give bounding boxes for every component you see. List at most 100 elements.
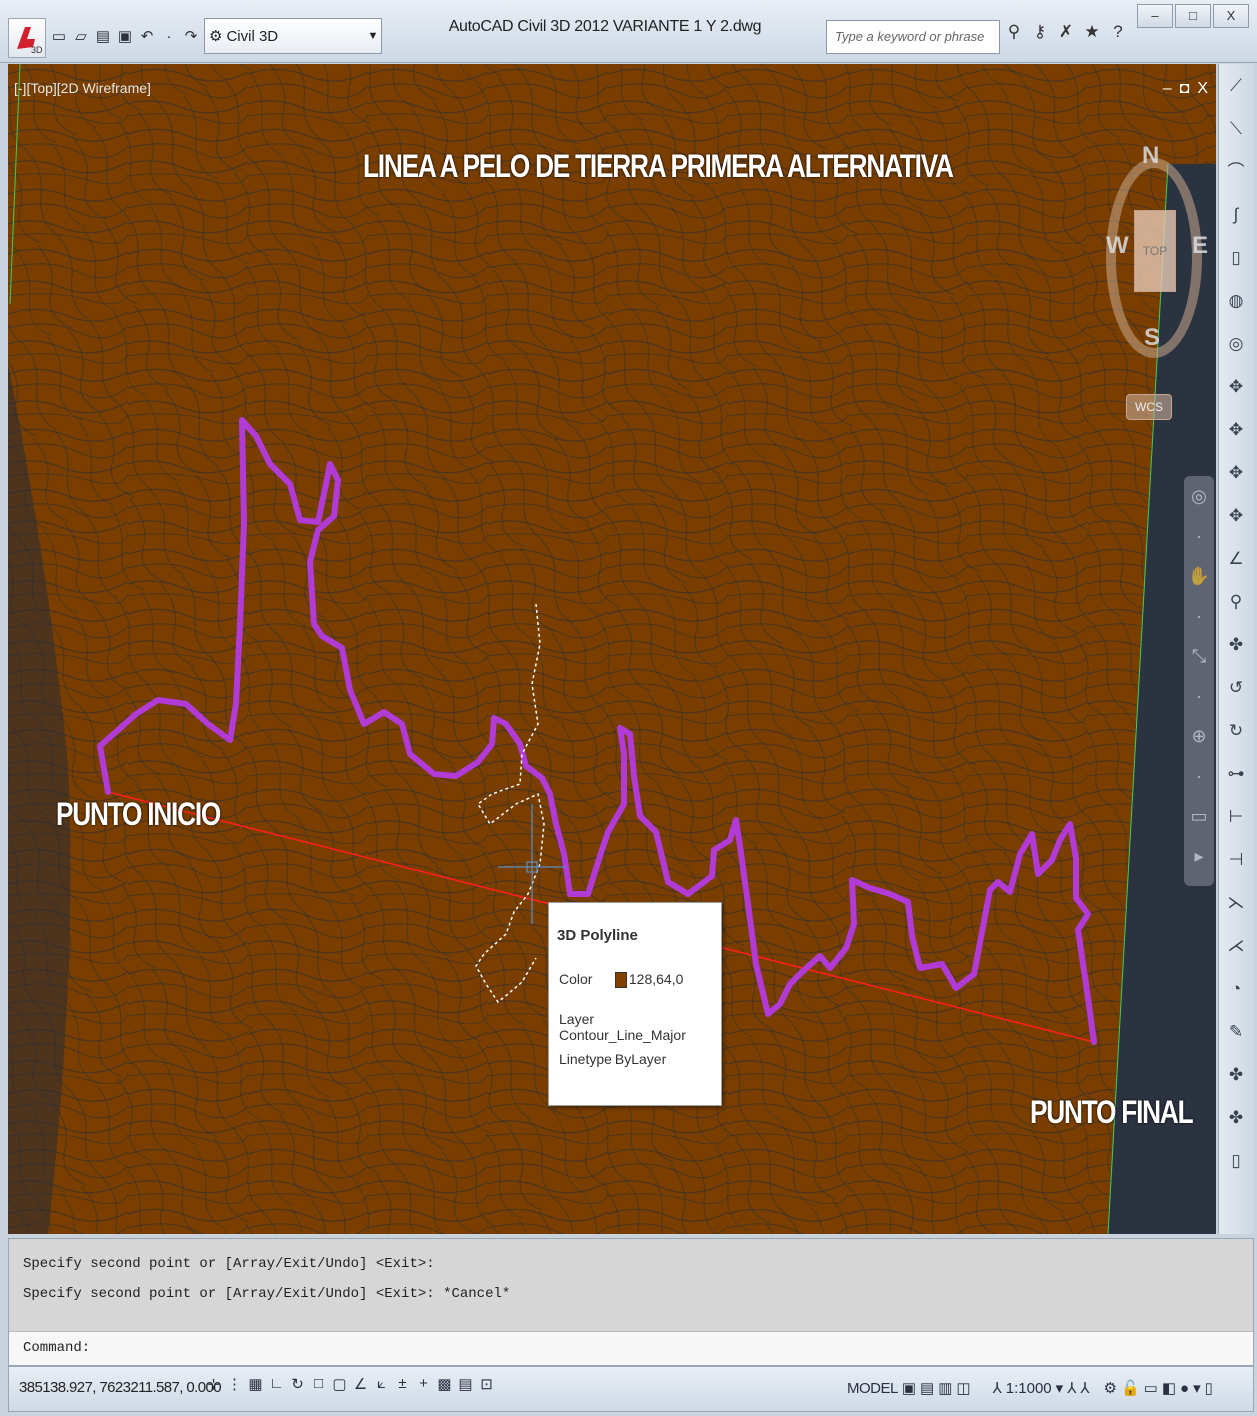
orbit-icon[interactable]: ⊕ (1191, 726, 1207, 746)
application-menu-button[interactable]: 3D (8, 18, 46, 58)
coordinates-readout[interactable]: 385138.927, 7623211.587, 0.000 (19, 1379, 222, 1396)
pan-icon[interactable]: ✋ (1187, 566, 1211, 586)
grid-icon[interactable]: ▦ (248, 1376, 263, 1393)
ducs-icon[interactable]: ⟀ (377, 1375, 386, 1392)
steering-wheel-icon[interactable]: ◎ (1191, 486, 1207, 506)
bulb-icon[interactable]: ● (1180, 1380, 1190, 1397)
compass-east[interactable]: E (1192, 232, 1209, 259)
dyn-icon[interactable]: ± (398, 1375, 407, 1392)
star-icon[interactable]: ★ (1084, 22, 1100, 41)
minimize-button[interactable]: – (1137, 4, 1173, 28)
pin-icon[interactable]: ⚲ (1229, 592, 1243, 611)
line-icon[interactable]: ⋋ (1227, 893, 1245, 912)
isolate-objects-icon[interactable]: ◧ (1161, 1380, 1177, 1397)
undo-dropdown-icon[interactable]: · (166, 27, 172, 45)
status-menu-icon[interactable]: ▾ (1193, 1380, 1201, 1397)
angle-icon[interactable]: ∠ (1228, 549, 1244, 568)
viewcube-top-face[interactable]: TOP (1134, 210, 1176, 292)
brush-icon[interactable]: ✎ (1228, 1022, 1244, 1041)
nav-settings-icon[interactable]: ▸ (1194, 846, 1204, 866)
spline-icon[interactable]: ∫ (1233, 205, 1239, 224)
tangent-icon[interactable]: ⊶ (1227, 764, 1245, 783)
arc-icon[interactable]: ⌒ (1227, 162, 1245, 181)
svg-text:3D: 3D (31, 45, 43, 55)
node-icon[interactable]: ✤ (1228, 1065, 1244, 1084)
clean-screen-icon[interactable]: ▯ (1204, 1380, 1213, 1397)
snap-icon[interactable]: ✥ (1228, 506, 1244, 525)
line-icon[interactable]: ⊣ (1228, 850, 1244, 869)
globe-icon[interactable]: ◍ (1228, 291, 1244, 310)
search-input[interactable]: Type a keyword or phrase (826, 20, 1000, 54)
open-icon[interactable]: ▱ (75, 28, 87, 45)
showmotion-icon[interactable]: ▭ (1190, 806, 1208, 826)
pan-icon[interactable]: ◫ (956, 1380, 971, 1397)
line-icon[interactable]: ⋌ (1227, 936, 1245, 955)
undo-icon[interactable]: ↶ (140, 28, 154, 45)
polyline-icon[interactable]: ⟋ (1230, 76, 1242, 95)
sphere-icon[interactable]: ◎ (1228, 334, 1244, 353)
redo-icon[interactable]: ↷ (184, 28, 198, 45)
chevron-down-icon[interactable]: ▾ (1055, 1380, 1064, 1397)
layout-icon[interactable]: ▣ (901, 1380, 917, 1397)
zoom-icon[interactable]: ⤡ (1191, 646, 1207, 666)
help-icon[interactable]: ? (1113, 22, 1123, 41)
command-history-line: Specify second point or [Array/Exit/Undo… (23, 1286, 511, 1302)
viewport-restore-button[interactable]: ◘ (1179, 80, 1190, 97)
selection-cycling-icon[interactable]: ⊡ (480, 1376, 493, 1393)
close-button[interactable]: X (1213, 4, 1249, 28)
wcs-menu[interactable]: WCS (1126, 394, 1172, 420)
document-icon[interactable]: ▯ (1231, 1151, 1241, 1170)
auto-scale-icon[interactable]: ⅄ (1080, 1380, 1090, 1397)
compass-south[interactable]: S (1144, 324, 1161, 351)
viewcube[interactable]: TOP N S W E (1106, 138, 1210, 358)
viewport-minimize-button[interactable]: – (1162, 80, 1172, 97)
snap-mode-icon[interactable]: ⋮ (227, 1376, 242, 1393)
binoculars-icon[interactable]: ⚲ (1007, 22, 1021, 41)
ortho-icon[interactable]: ∟ (269, 1375, 284, 1392)
viewport-close-button[interactable]: X (1197, 80, 1208, 97)
clock-icon[interactable]: ◔ (1230, 979, 1242, 998)
workspace-gear-icon[interactable]: ⚙ (1103, 1380, 1117, 1397)
node-icon[interactable]: ✤ (1228, 635, 1244, 654)
annotation-scale-select[interactable]: 1:1000 (1005, 1380, 1052, 1397)
model-space-button[interactable]: MODEL (847, 1380, 898, 1397)
lineweight-icon[interactable]: + (419, 1375, 428, 1392)
viewport-label[interactable]: [-][Top][2D Wireframe] (14, 80, 151, 96)
snap-icon[interactable]: ✥ (1228, 377, 1244, 396)
compass-west[interactable]: W (1106, 232, 1129, 259)
feature-line-icon[interactable]: ⟍ (1230, 119, 1242, 138)
compass-north[interactable]: N (1142, 142, 1160, 169)
print-icon[interactable]: ▣ (117, 28, 133, 45)
curve-icon[interactable]: ↻ (1228, 721, 1244, 740)
node-icon[interactable]: ✤ (1228, 1108, 1244, 1127)
lock-icon[interactable]: 🔓 (1120, 1380, 1140, 1397)
viewcube-compass-ring[interactable] (1106, 158, 1202, 358)
exchange-icon[interactable]: ✗ (1058, 22, 1074, 41)
document-icon[interactable]: ▯ (1231, 248, 1241, 267)
curve-icon[interactable]: ↺ (1228, 678, 1244, 697)
polar-icon[interactable]: ↻ (291, 1376, 304, 1393)
drawing-viewport[interactable]: [-][Top][2D Wireframe] – ◘ X LINEA A PEL… (8, 64, 1216, 1234)
new-icon[interactable]: ▭ (51, 28, 67, 45)
infer-constraints-icon[interactable]: ⊹ (207, 1376, 220, 1393)
maximize-button[interactable]: □ (1175, 4, 1211, 28)
toolbar-lock-icon[interactable]: ▭ (1143, 1380, 1158, 1397)
3d-osnap-icon[interactable]: ▢ (332, 1376, 347, 1393)
snap-icon[interactable]: ✥ (1228, 463, 1244, 482)
transparency-icon[interactable]: ▩ (437, 1376, 452, 1393)
command-input[interactable]: Command: (9, 1331, 1253, 1365)
tooltip-color-label: Color (559, 971, 593, 987)
quick-view-layouts-icon[interactable]: ▤ (920, 1380, 935, 1397)
right-toolbar: ⟋ ⟍ ⌒ ∫ ▯ ◍ ◎ ✥ ✥ ✥ ✥ ∠ ⚲ ✤ ↺ ↻ ⊶ ⊢ ⊣ ⋋ … (1218, 64, 1253, 1234)
quick-view-drawings-icon[interactable]: ▥ (938, 1380, 953, 1397)
snap-icon[interactable]: ✥ (1228, 420, 1244, 439)
drawing-title-text: LINEA A PELO DE TIERRA PRIMERA ALTERNATI… (363, 148, 954, 184)
workspace-select[interactable]: ⚙ Civil 3D ▼ (204, 18, 382, 54)
osnap-icon[interactable]: □ (313, 1375, 324, 1392)
line-icon[interactable]: ⊢ (1228, 807, 1244, 826)
save-icon[interactable]: ▤ (95, 28, 111, 45)
annotation-visibility-icon[interactable]: ⅄ (1067, 1380, 1077, 1397)
otrack-icon[interactable]: ∠ (353, 1376, 368, 1393)
key-icon[interactable]: ⚷ (1033, 22, 1047, 41)
quick-properties-icon[interactable]: ▤ (458, 1376, 473, 1393)
